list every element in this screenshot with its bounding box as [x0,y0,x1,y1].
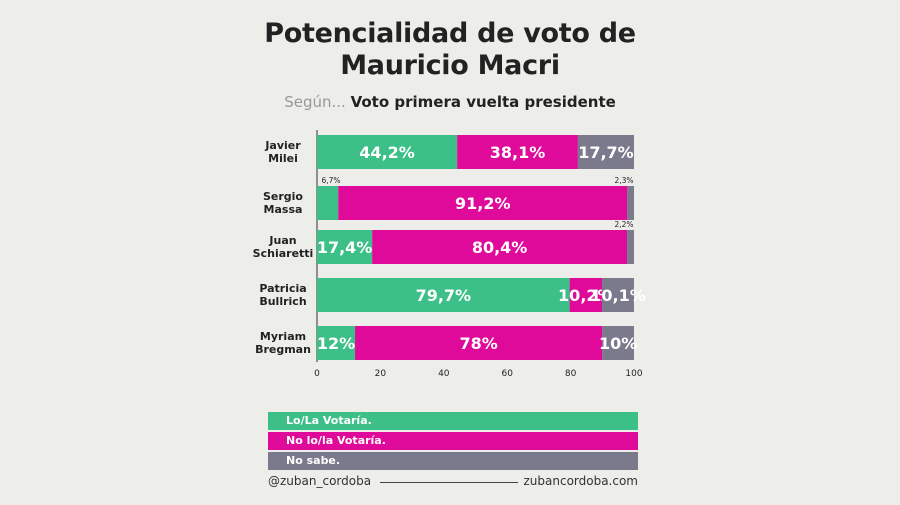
bar-patricia-bullrich-no-sabe [601,278,634,312]
bar-juan-schiaretti-no-sabe [627,230,634,264]
bar-sergio-massa-no-sabe [627,186,634,220]
data-label: 91,2% [455,194,511,213]
chart-title-line-1: Potencialidad de voto de [264,18,636,49]
chart-title: Potencialidad de voto de Mauricio Macri [0,18,900,82]
bar-sergio-massa-lo-la-votar-a [317,186,339,220]
chart-subtitle: Según... Voto primera vuelta presidente [0,93,900,111]
data-label: 78% [460,334,498,353]
data-label: 17,7% [578,143,634,162]
stacked-bar-chart: 0 20 40 60 80 100 Javier Milei 44,2% 38,1% 17,7% Se… [253,130,646,379]
data-label: 80,4% [472,238,528,257]
footer: @zuban_cordoba zubancordoba.com [268,474,638,490]
bar-sergio-massa-no-lo-la-votar-a [338,186,628,220]
bar-patricia-bullrich-no-lo-la-votar-a [569,278,602,312]
data-label: 10,2% [558,286,614,305]
bar-javier-milei-lo-la-votar-a [317,135,458,169]
legend-item-no-sabe: No sabe. [268,452,638,470]
category-label: Javier Milei [264,139,301,165]
data-label: 10% [599,334,637,353]
data-label: 79,7% [416,286,472,305]
data-label-small: 2,3% [614,176,633,185]
legend-item-lo-la-votar-a: Lo/La Votaría. [268,412,638,430]
x-tick-label: 0 [314,369,320,379]
chart-title-line-2: Mauricio Macri [340,50,560,81]
bar-juan-schiaretti-lo-la-votar-a [317,230,373,264]
x-tick-label: 80 [565,369,577,379]
subtitle-prefix: Según... [284,93,346,111]
bar-patricia-bullrich-lo-la-votar-a [317,278,570,312]
category-label: Myriam Bregman [255,330,311,356]
bar-juan-schiaretti-no-lo-la-votar-a [372,230,628,264]
x-tick-label: 60 [501,369,513,379]
data-label: 44,2% [359,143,415,162]
data-label-small: 2,2% [614,220,633,229]
footer-website: zubancordoba.com [523,474,638,488]
data-label: 12% [317,334,355,353]
category-label: Juan Schiaretti [253,234,314,260]
footer-divider [380,482,518,483]
bar-javier-milei-no-sabe [577,135,634,169]
legend-item-no-lo-la-votar-a: No lo/la Votaría. [268,432,638,450]
bar-myriam-bregman-lo-la-votar-a [317,326,356,360]
x-tick-label: 40 [438,369,450,379]
bar-javier-milei-no-lo-la-votar-a [457,135,578,169]
data-label: 38,1% [490,143,546,162]
data-label: 10,1% [590,286,646,305]
x-tick-label: 100 [625,369,642,379]
bar-myriam-bregman-no-sabe [602,326,634,360]
data-label-small: 6,7% [321,176,340,185]
category-label: Sergio Massa [263,190,303,216]
x-tick-label: 20 [375,369,387,379]
data-label: 17,4% [317,238,373,257]
bar-myriam-bregman-no-lo-la-votar-a [355,326,603,360]
footer-handle: @zuban_cordoba [268,474,372,488]
subtitle-main: Voto primera vuelta presidente [350,93,616,111]
chart-legend: Lo/La Votaría. No lo/la Votaría. No sabe. [268,412,638,472]
category-label: Patricia Bullrich [259,282,306,308]
